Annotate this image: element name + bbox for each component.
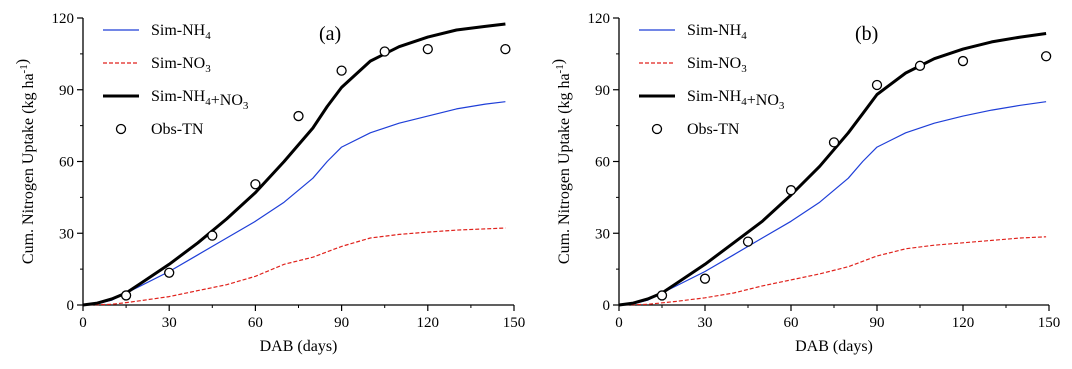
x-tick-label: 60	[784, 315, 799, 331]
x-tick-label: 90	[334, 315, 349, 331]
y-tick-label: 90	[59, 83, 74, 99]
obs-point	[957, 55, 969, 67]
y-tick-label: 0	[603, 298, 611, 314]
legend-label: Obs-TN	[151, 121, 204, 138]
obs-point	[1040, 51, 1052, 62]
legend-label: Sim-NH4+NO3	[151, 88, 249, 112]
x-tick-label: 150	[1038, 315, 1061, 331]
y-tick-label: 60	[59, 155, 74, 171]
series-line	[618, 101, 1047, 306]
x-tick-label: 120	[417, 315, 440, 331]
obs-point	[914, 60, 926, 71]
series-line	[82, 22, 506, 307]
obs-point	[379, 46, 390, 57]
obs-point	[828, 137, 840, 148]
obs-point	[785, 185, 797, 196]
y-axis-label: Cum. Nitrogen Uptake (kg ha-1)	[14, 59, 37, 264]
y-tick-label: 30	[59, 226, 74, 242]
x-tick-label: 0	[79, 315, 87, 331]
obs-point	[656, 290, 668, 301]
legend-label: Sim-NH4	[687, 22, 747, 42]
legend-label: Obs-TN	[687, 121, 740, 138]
x-tick-label: 120	[952, 315, 975, 331]
legend-label: Sim-NO3	[687, 55, 747, 75]
x-tick-label: 90	[870, 315, 885, 331]
obs-point	[699, 273, 711, 284]
y-axis-label: Cum. Nitrogen Uptake (kg ha-1)	[550, 59, 573, 264]
y-tick-label: 30	[595, 226, 610, 242]
obs-point	[871, 79, 883, 91]
x-tick-label: 30	[698, 315, 713, 331]
panel-a: 0 30 60 90 120 150 0 30 60 90 120 DAB (days) Cum. Ni…	[14, 11, 525, 355]
panel-b: 0 30 60 90 120 150 0 30 60 90 120 DAB (days) Cum. Ni…	[550, 11, 1060, 355]
y-tick-label: 120	[52, 11, 75, 27]
series-line	[82, 227, 506, 306]
panel-label: (a)	[319, 23, 341, 45]
legend-label: Sim-NO3	[151, 55, 211, 75]
series-line	[618, 32, 1047, 307]
series-line	[82, 101, 506, 306]
series-line	[618, 236, 1047, 306]
x-axis-label: DAB (days)	[795, 338, 873, 355]
legend-marker	[651, 123, 663, 135]
obs-point	[422, 43, 433, 55]
legend-marker	[115, 123, 127, 135]
obs-point	[293, 110, 304, 122]
obs-point	[250, 179, 261, 190]
obs-point	[120, 290, 132, 301]
x-tick-label: 0	[615, 315, 623, 331]
x-axis-label: DAB (days)	[260, 338, 338, 355]
y-tick-label: 0	[67, 298, 75, 314]
y-tick-label: 120	[588, 11, 611, 27]
legend-label: Sim-NH4	[151, 22, 211, 42]
y-tick-label: 60	[595, 155, 610, 171]
obs-point	[336, 65, 347, 76]
obs-point	[742, 236, 754, 247]
legend-label: Sim-NH4+NO3	[687, 88, 785, 112]
obs-point	[164, 267, 175, 278]
obs-point	[207, 230, 218, 241]
x-tick-label: 60	[248, 315, 263, 331]
x-tick-label: 30	[162, 315, 177, 331]
y-tick-label: 90	[595, 83, 610, 99]
obs-point	[500, 43, 511, 55]
x-tick-label: 150	[503, 315, 526, 331]
panel-label: (b)	[855, 23, 878, 45]
